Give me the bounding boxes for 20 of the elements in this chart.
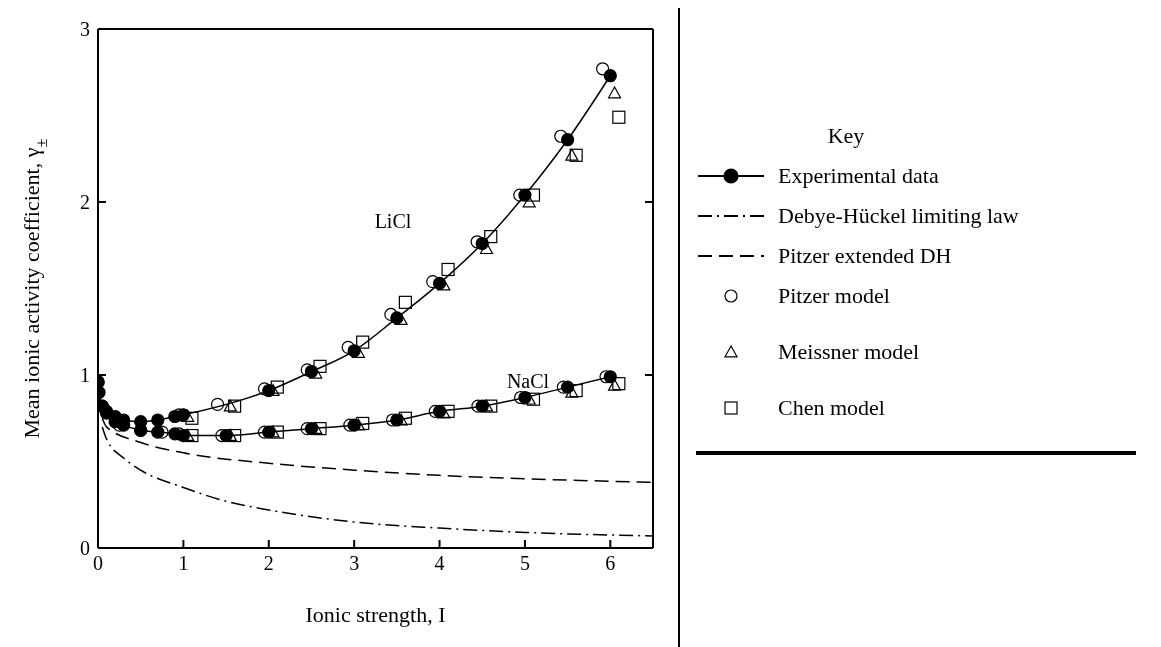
legend-label: Pitzer extended DH bbox=[778, 243, 952, 269]
legend-label: Chen model bbox=[778, 395, 885, 421]
y-tick-label: 3 bbox=[80, 18, 90, 41]
legend-title: Key bbox=[826, 123, 866, 149]
y-tick-label: 1 bbox=[80, 364, 90, 387]
legend-label: Experimental data bbox=[778, 163, 939, 189]
x-tick-label: 4 bbox=[434, 552, 445, 575]
annotation: LiCl bbox=[374, 209, 412, 232]
x-axis-title: Ionic strength, I bbox=[305, 602, 446, 627]
x-tick-label: 3 bbox=[349, 552, 360, 575]
y-tick-label: 0 bbox=[80, 537, 90, 560]
legend-label: Debye-Hückel limiting law bbox=[778, 203, 1019, 229]
legend-label: Pitzer model bbox=[778, 283, 890, 309]
y-tick-label: 2 bbox=[80, 191, 90, 214]
annotation: NaCl bbox=[506, 369, 550, 392]
x-tick-label: 6 bbox=[605, 552, 616, 575]
x-tick-label: 1 bbox=[178, 552, 189, 575]
legend-label: Meissner model bbox=[778, 339, 920, 365]
x-tick-label: 2 bbox=[263, 552, 274, 575]
x-tick-label: 5 bbox=[519, 552, 530, 575]
